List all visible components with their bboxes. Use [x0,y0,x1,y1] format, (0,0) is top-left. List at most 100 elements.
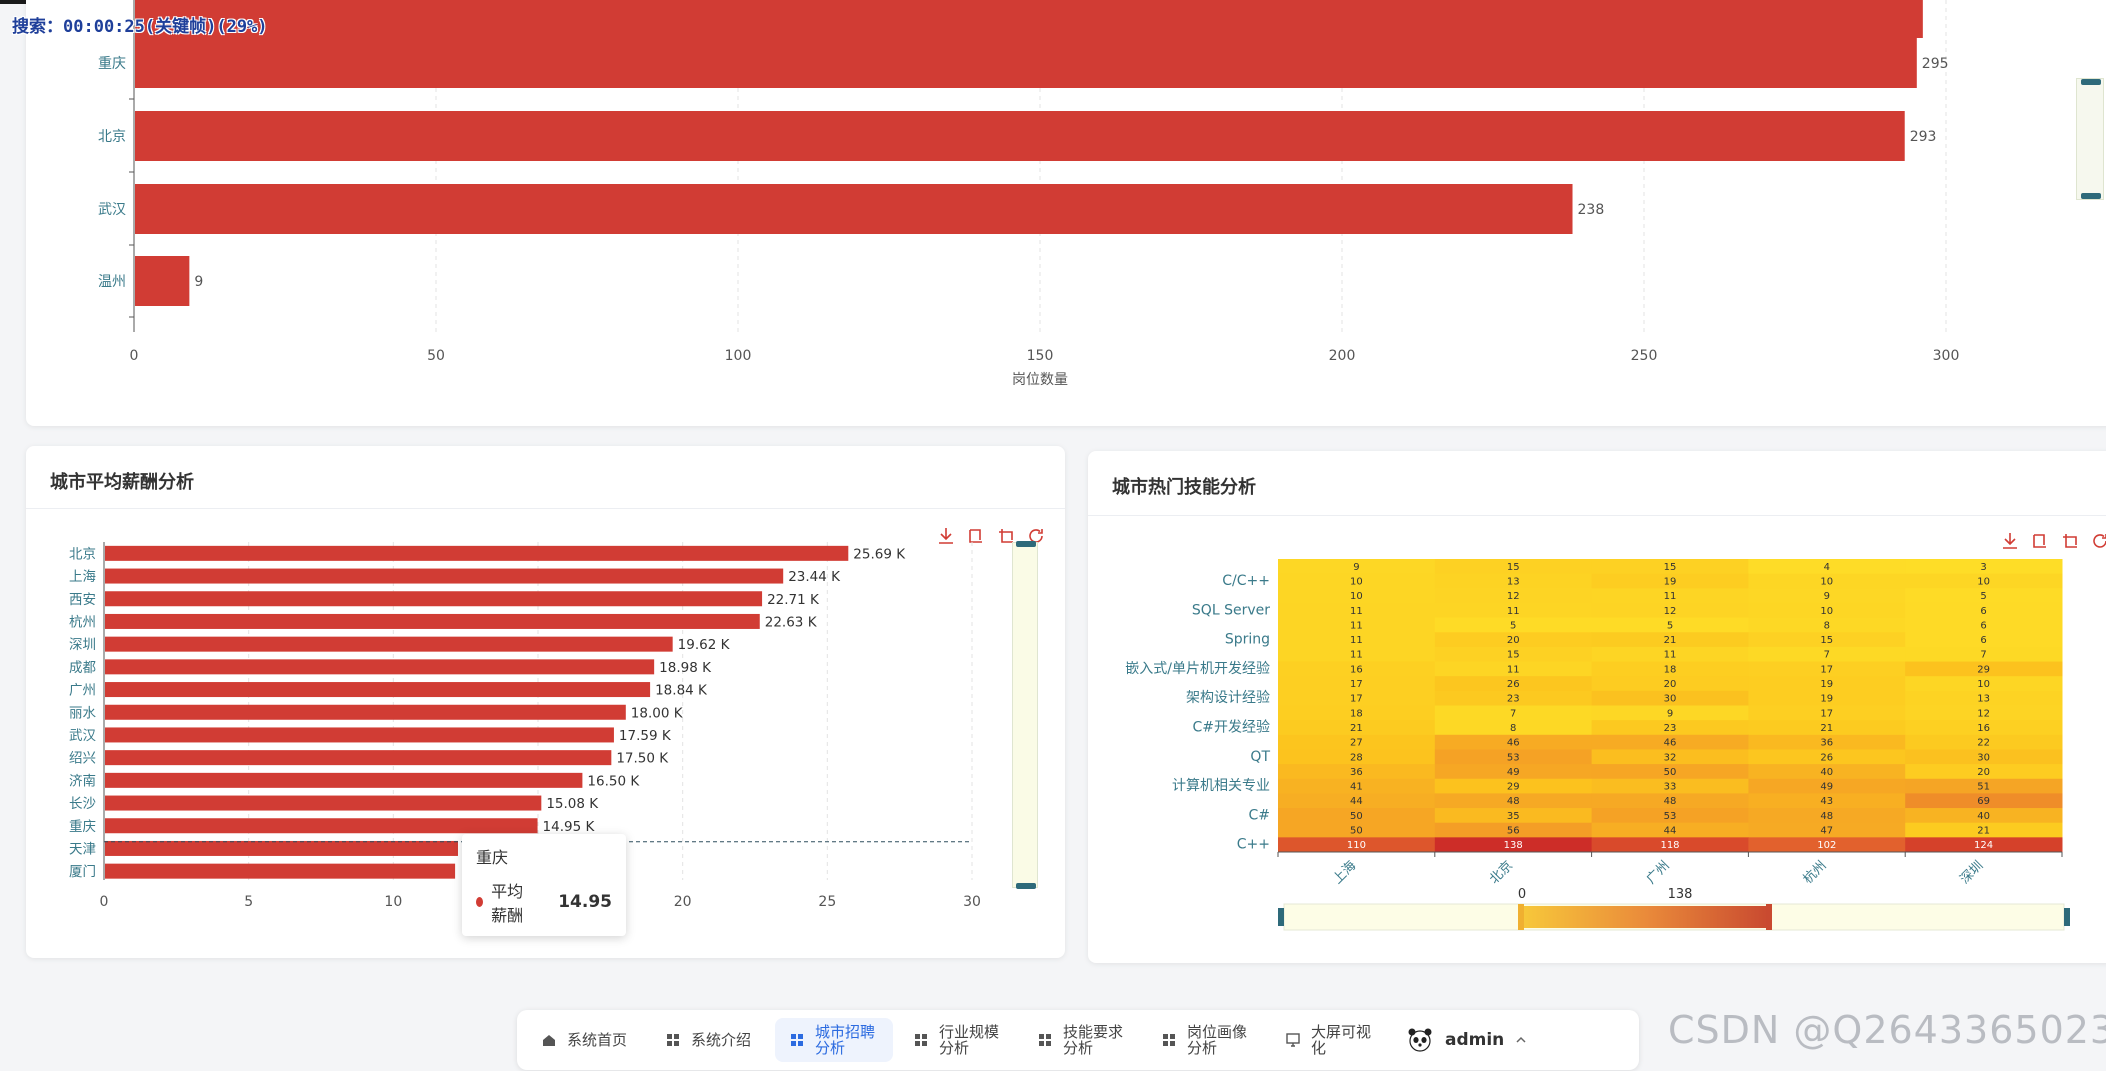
heatmap-cell [1748,705,1906,721]
nav-item-4[interactable]: 行业规模分析 [899,1018,1017,1062]
bar-value-label: 238 [1578,202,1605,218]
datazoom-handle-top[interactable] [2081,79,2101,85]
heatmap-cell [1905,837,2063,853]
heatmap-cell [1278,661,1436,677]
heatmap-y-label: 计算机相关专业 [1172,778,1270,794]
heatmap-cell [1278,573,1436,589]
heatmap-cell-label: 40 [1820,767,1833,778]
skills-toolbar [2000,531,2106,551]
download-icon[interactable] [936,526,956,546]
visual-map-range [1522,906,1768,928]
salary-card-divider [26,508,1065,509]
job-count-datazoom[interactable] [2076,78,2104,200]
heatmap-y-label: C++ [1237,837,1270,853]
visual-map-end-left[interactable] [1278,908,1284,926]
nav-item-1[interactable]: 系统首页 [527,1018,645,1062]
user-name: admin [1445,1030,1505,1050]
user-menu[interactable]: admin [1407,1027,1528,1053]
bar [135,111,1905,161]
heatmap-cell-label: 53 [1507,752,1520,763]
heatmap-cell [1434,705,1593,721]
y-category-label: 深圳 [69,637,96,653]
zoom-select-icon[interactable] [2030,531,2050,551]
heatmap-cell-label: 11 [1350,650,1363,661]
heatmap-cell [1591,646,1749,663]
heatmap-cell [1278,705,1436,721]
heatmap-cell-label: 11 [1507,664,1520,675]
heatmap-cell-label: 9 [1667,708,1673,719]
heatmap-y-label: 架构设计经验 [1186,690,1270,706]
zoom-reset-icon[interactable] [996,526,1016,546]
heatmap-cell [1278,837,1436,853]
refresh-icon[interactable] [2090,531,2106,551]
heatmap-cell [1434,778,1593,794]
heatmap-cell [1278,646,1436,663]
nav-item-3[interactable]: 城市招聘分析 [775,1018,893,1062]
datazoom-handle-bottom[interactable] [2081,193,2101,199]
bar [105,772,583,788]
skills-card-title: 城市热门技能分析 [1112,477,1256,498]
heatmap-cell-label: 21 [1664,635,1677,646]
zoom-select-icon[interactable] [966,526,986,546]
zoom-reset-icon[interactable] [2060,531,2080,551]
job-count-card: 0 50 100 150 200 250 300 295 重庆 293 北京 238 武汉 9 温州 岗位数量 [26,0,2106,426]
heatmap-cell-label: 138 [1504,840,1523,851]
heatmap-cell-label: 21 [1977,826,1990,837]
heatmap-cell [1591,734,1749,750]
heatmap-cell [1591,588,1749,604]
heatmap-cell [1591,793,1749,809]
tooltip-value: 14.95 [558,892,612,912]
heatmap-cell [1434,808,1593,824]
grid-icon [1039,1034,1051,1046]
visual-map-handle-min[interactable] [1518,904,1524,930]
heatmap-cell-label: 6 [1980,635,1986,646]
nav-item-5[interactable]: 技能要求分析 [1023,1018,1141,1062]
download-icon[interactable] [2000,531,2020,551]
heatmap-cell-label: 50 [1350,811,1363,822]
heatmap-cell [1905,793,2063,809]
nav-item-2[interactable]: 系统介绍 [651,1018,769,1062]
heatmap-cell-label: 32 [1664,752,1677,763]
heatmap-cell [1434,749,1593,765]
heatmap-cell [1278,720,1436,736]
heatmap-cell-label: 53 [1664,811,1677,822]
heatmap-cell [1748,646,1906,663]
x-tick-label: 150 [1027,348,1054,364]
nav-item-7[interactable]: 大屏可视化 [1271,1018,1389,1062]
heatmap-cell [1278,778,1436,794]
heatmap-cell-label: 20 [1977,767,1990,778]
heatmap-cell-label: 118 [1660,840,1679,851]
heatmap-cell [1278,749,1436,765]
heatmap-cell [1278,588,1436,604]
y-category-label: 北京 [69,546,96,562]
nav-item-label: 系统介绍 [691,1031,752,1049]
bar [105,704,626,720]
heatmap-cell-label: 51 [1977,782,1990,793]
datazoom-handle-bottom[interactable] [1016,883,1036,889]
bar [105,613,760,629]
y-category-label: 绍兴 [69,751,96,767]
heatmap-cell [1434,632,1593,648]
salary-card-title: 城市平均薪酬分析 [50,472,194,493]
bar-value-label: 17.50 K [616,751,669,767]
video-overlay-text: 搜索：00:00:25(关键帧)(29%) [12,17,268,37]
home-icon [543,1035,555,1046]
heatmap-cell [1434,690,1593,706]
heatmap-cell [1905,559,2063,575]
datazoom-handle-top[interactable] [1016,541,1036,547]
heatmap-cell [1748,559,1906,575]
salary-datazoom[interactable] [1012,541,1038,889]
bar-value-label: 16.50 K [587,773,640,789]
visual-map-end-right[interactable] [2064,908,2070,926]
x-tick-label: 300 [1933,348,1960,364]
visual-map-handle-max[interactable] [1766,904,1772,930]
nav-item-6[interactable]: 岗位画像分析 [1147,1018,1265,1062]
bar [105,818,538,834]
refresh-icon[interactable] [1026,526,1046,546]
heatmap-cell [1434,793,1593,809]
skills-card: 城市热门技能分析 9 15 15 4 3 10 13 19 10 10 10 12 11 9 5 11 11 12… [1088,451,2106,963]
heatmap-cell-label: 5 [1510,620,1516,631]
heatmap-cell [1905,646,2063,663]
x-tick-label: 20 [674,894,692,910]
